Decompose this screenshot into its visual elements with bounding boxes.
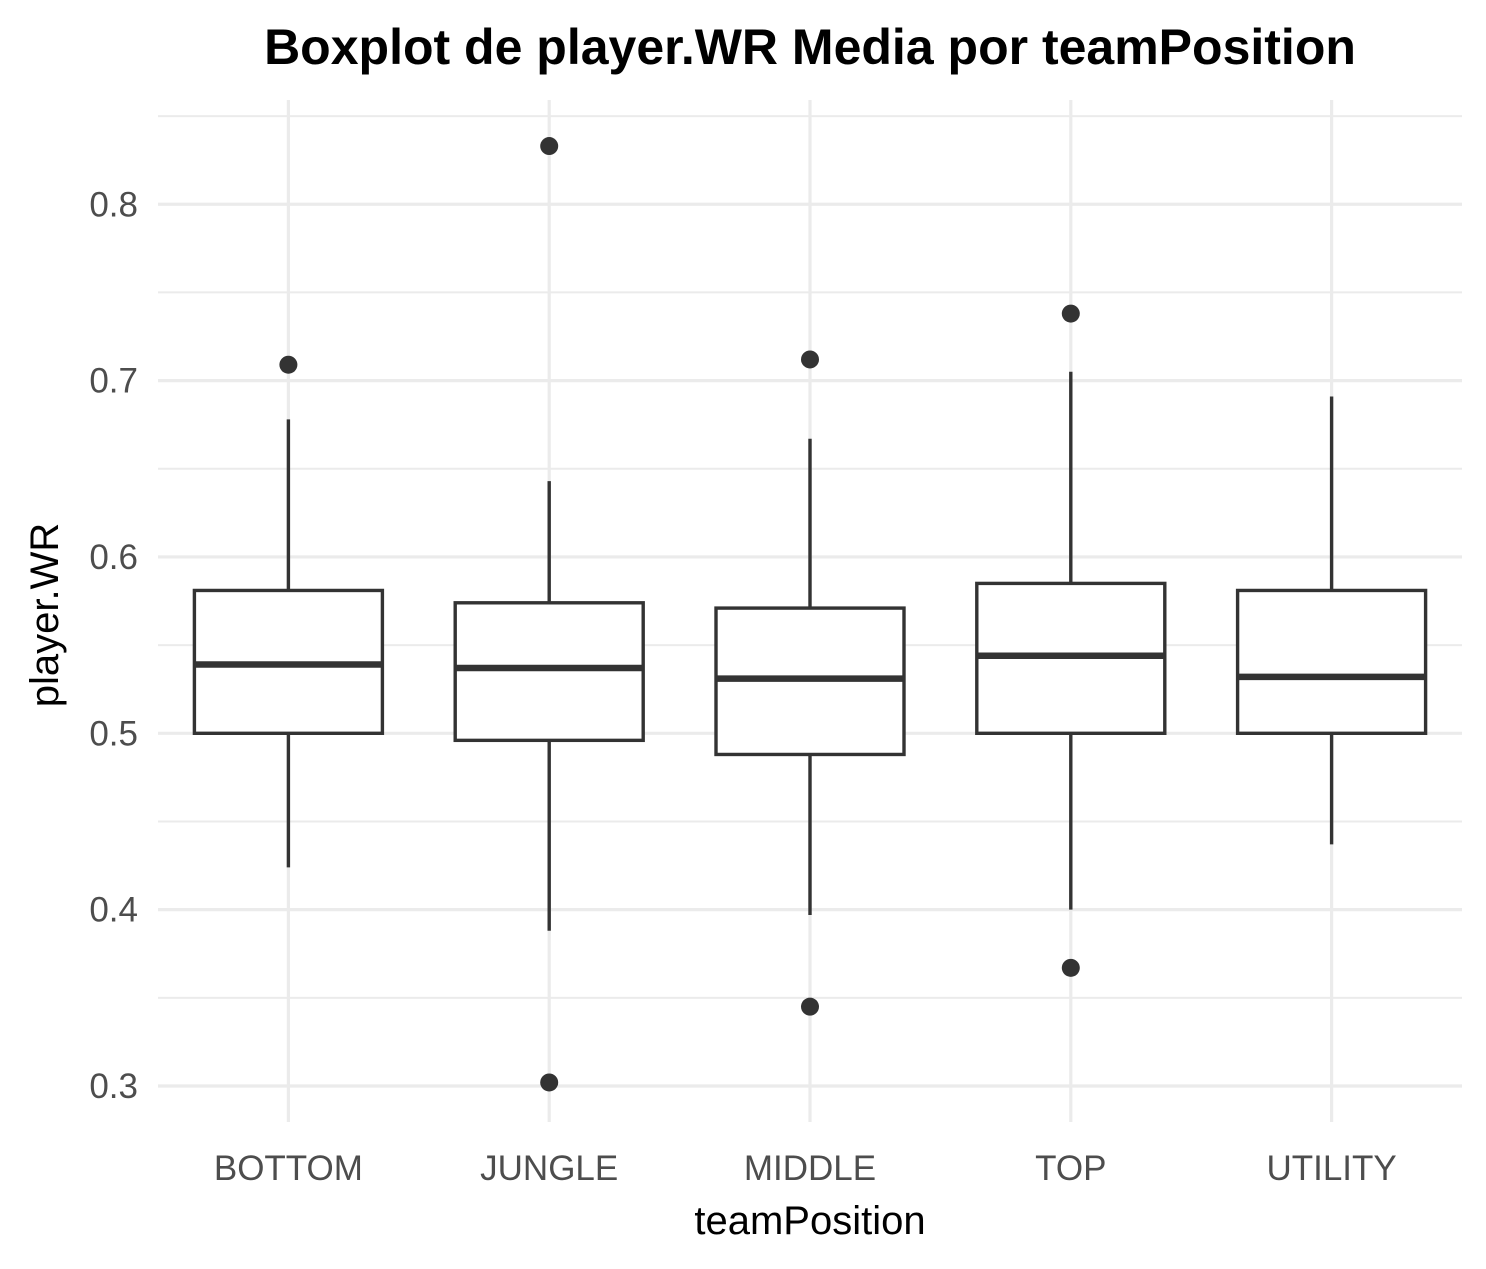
boxplot-series bbox=[192, 137, 1428, 1092]
x-axis-tick-labels: BOTTOM JUNGLE MIDDLE TOP UTILITY bbox=[214, 1149, 1397, 1188]
box-utility bbox=[1235, 396, 1428, 845]
chart-title: Boxplot de player.WR Media por teamPosit… bbox=[264, 19, 1356, 75]
x-tick-label: TOP bbox=[1035, 1149, 1106, 1188]
outlier-point bbox=[279, 355, 298, 374]
outlier-point bbox=[801, 350, 819, 369]
box-bottom bbox=[192, 355, 385, 868]
y-tick-label: 0.6 bbox=[89, 538, 138, 577]
x-tick-label: UTILITY bbox=[1266, 1149, 1396, 1188]
outlier-point bbox=[540, 1073, 559, 1092]
x-tick-label: BOTTOM bbox=[214, 1149, 363, 1188]
y-tick-label: 0.7 bbox=[89, 362, 138, 401]
iqr-box bbox=[1235, 588, 1428, 735]
y-axis-title: player.WR bbox=[23, 523, 67, 708]
iqr-box bbox=[453, 601, 645, 743]
outlier-point bbox=[1061, 304, 1080, 323]
y-tick-label: 0.5 bbox=[89, 714, 138, 753]
outlier-point bbox=[801, 997, 819, 1016]
y-axis-tick-labels: 0.3 0.4 0.5 0.6 0.7 0.8 bbox=[89, 185, 138, 1106]
outlier-point bbox=[1061, 958, 1080, 977]
outlier-point bbox=[540, 137, 559, 156]
x-axis-title: teamPosition bbox=[694, 1199, 925, 1243]
box-jungle bbox=[453, 137, 645, 1092]
box-top bbox=[975, 304, 1167, 977]
y-tick-label: 0.3 bbox=[89, 1067, 138, 1106]
x-tick-label: MIDDLE bbox=[744, 1149, 876, 1188]
y-tick-label: 0.8 bbox=[89, 185, 138, 224]
x-tick-label: JUNGLE bbox=[480, 1149, 618, 1188]
box-middle bbox=[714, 350, 906, 1016]
y-tick-label: 0.4 bbox=[89, 891, 138, 930]
